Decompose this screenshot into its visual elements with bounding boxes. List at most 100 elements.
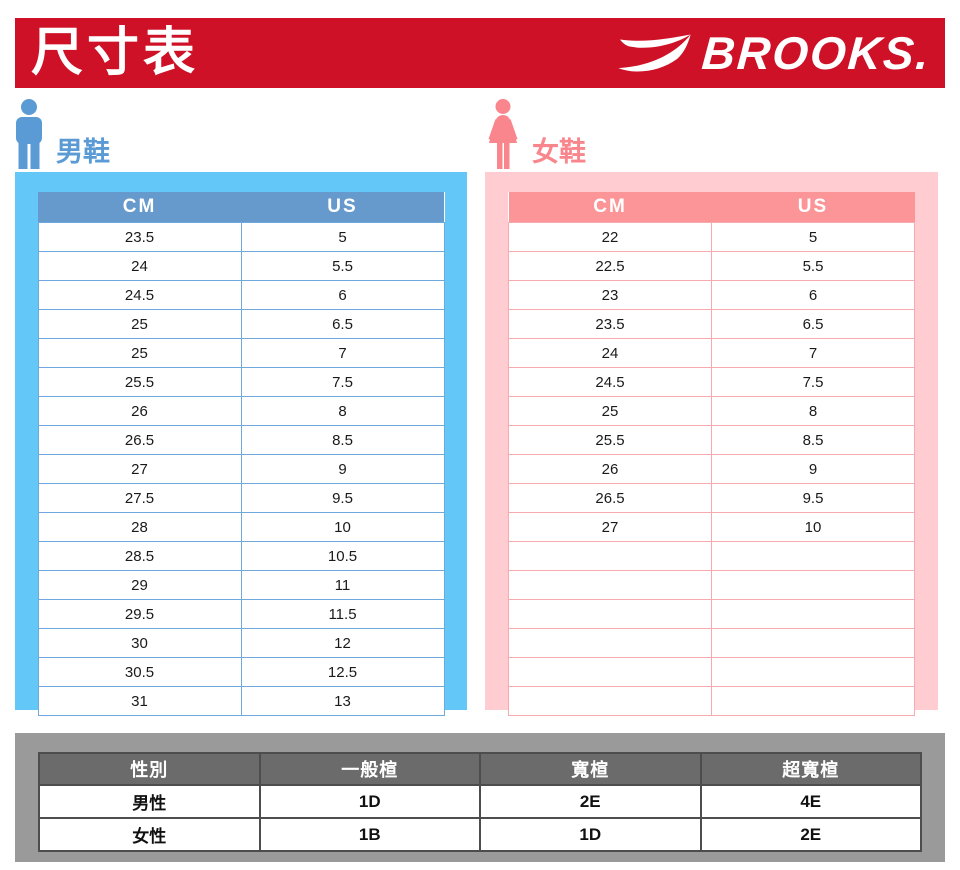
width-col-extra-wide: 超寬楦 bbox=[699, 752, 922, 786]
table-cell: 5 bbox=[240, 222, 445, 252]
table-row: 31 13 bbox=[37, 686, 445, 716]
table-cell: 24.5 bbox=[508, 367, 712, 397]
table-cell: 7.5 bbox=[240, 367, 445, 397]
women-size-panel: CM US 22 5 22.5 5.5 23 6 23.5 6.5 24 7 24.5 7.5 25 8 2… bbox=[485, 172, 938, 716]
men-section-label: 男鞋 bbox=[8, 98, 110, 170]
table-cell: 26 bbox=[37, 396, 242, 426]
table-cell: 2E bbox=[479, 784, 702, 819]
table-row bbox=[508, 657, 915, 687]
table-row bbox=[508, 686, 915, 716]
table-cell: 22 bbox=[508, 222, 712, 252]
table-cell: 9.5 bbox=[711, 483, 915, 513]
table-cell: 8.5 bbox=[240, 425, 445, 455]
men-col-header-us: US bbox=[241, 192, 444, 223]
width-col-wide: 寬楦 bbox=[479, 752, 702, 786]
table-cell bbox=[508, 541, 712, 571]
table-cell bbox=[711, 599, 915, 629]
table-cell bbox=[508, 686, 712, 716]
table-cell: 男性 bbox=[38, 784, 261, 819]
table-cell: 6 bbox=[711, 280, 915, 310]
table-cell: 11 bbox=[240, 570, 445, 600]
table-cell: 24.5 bbox=[37, 280, 242, 310]
table-cell bbox=[711, 686, 915, 716]
header-banner: 尺寸表 BROOKS. bbox=[15, 18, 945, 88]
men-size-table: CM US 23.5 5 24 5.5 24.5 6 25 6.5 25 7 25.5 7.5 26 8 2… bbox=[37, 192, 445, 716]
table-row: 29.5 11.5 bbox=[37, 599, 445, 629]
female-icon bbox=[488, 99, 518, 169]
table-cell: 10 bbox=[711, 512, 915, 542]
table-cell: 9 bbox=[240, 454, 445, 484]
table-cell: 13 bbox=[240, 686, 445, 716]
table-cell: 7.5 bbox=[711, 367, 915, 397]
table-cell: 29 bbox=[37, 570, 242, 600]
table-row: 22.5 5.5 bbox=[508, 251, 915, 281]
table-row: 22 5 bbox=[508, 222, 915, 252]
men-size-panel: CM US 23.5 5 24 5.5 24.5 6 25 6.5 25 7 25.5 7.5 26 8 2… bbox=[15, 172, 467, 716]
table-cell: 9 bbox=[711, 454, 915, 484]
width-col-regular: 一般楦 bbox=[258, 752, 481, 786]
table-row: 23 6 bbox=[508, 280, 915, 310]
table-cell: 7 bbox=[240, 338, 445, 368]
table-cell: 2E bbox=[699, 817, 922, 852]
table-cell: 8.5 bbox=[711, 425, 915, 455]
table-cell bbox=[508, 599, 712, 629]
table-cell bbox=[711, 657, 915, 687]
table-cell: 27 bbox=[37, 454, 242, 484]
table-cell: 29.5 bbox=[37, 599, 242, 629]
table-row: 25 8 bbox=[508, 396, 915, 426]
table-cell: 24 bbox=[37, 251, 242, 281]
table-cell: 6.5 bbox=[240, 309, 445, 339]
table-row: 23.5 6.5 bbox=[508, 309, 915, 339]
table-row: 26.5 9.5 bbox=[508, 483, 915, 513]
table-row bbox=[508, 570, 915, 600]
women-col-header-cm: CM bbox=[508, 192, 712, 223]
width-table: 性別 一般楦 寬楦 超寬楦 男性 1D 2E 4E 女性 1B 1D 2E bbox=[38, 752, 922, 852]
table-row bbox=[508, 628, 915, 658]
table-row: 28 10 bbox=[37, 512, 445, 542]
table-cell: 11.5 bbox=[240, 599, 445, 629]
table-cell bbox=[508, 657, 712, 687]
table-cell: 10 bbox=[240, 512, 445, 542]
table-cell: 4E bbox=[699, 784, 922, 819]
table-cell: 1B bbox=[258, 817, 481, 852]
table-cell: 25 bbox=[37, 309, 242, 339]
table-cell: 22.5 bbox=[508, 251, 712, 281]
table-cell: 9.5 bbox=[240, 483, 445, 513]
table-row: 24.5 6 bbox=[37, 280, 445, 310]
table-row: 26 8 bbox=[37, 396, 445, 426]
table-cell: 25.5 bbox=[508, 425, 712, 455]
table-cell: 23 bbox=[508, 280, 712, 310]
table-cell bbox=[711, 628, 915, 658]
table-row: 女性 1B 1D 2E bbox=[38, 817, 922, 852]
table-cell: 27.5 bbox=[37, 483, 242, 513]
width-table-panel: 性別 一般楦 寬楦 超寬楦 男性 1D 2E 4E 女性 1B 1D 2E bbox=[15, 733, 945, 862]
table-cell: 8 bbox=[711, 396, 915, 426]
table-cell: 1D bbox=[479, 817, 702, 852]
table-row: 25.5 8.5 bbox=[508, 425, 915, 455]
table-row: 24.5 7.5 bbox=[508, 367, 915, 397]
table-row: 30 12 bbox=[37, 628, 445, 658]
table-cell: 6.5 bbox=[711, 309, 915, 339]
table-row: 27 9 bbox=[37, 454, 445, 484]
table-row: 24 5.5 bbox=[37, 251, 445, 281]
table-cell bbox=[711, 541, 915, 571]
table-cell: 23.5 bbox=[37, 222, 242, 252]
table-cell: 26 bbox=[508, 454, 712, 484]
table-cell: 12.5 bbox=[240, 657, 445, 687]
table-cell: 1D bbox=[258, 784, 481, 819]
women-label-text: 女鞋 bbox=[532, 137, 586, 167]
table-row: 24 7 bbox=[508, 338, 915, 368]
brooks-logo: BROOKS. bbox=[610, 18, 933, 88]
brand-name: BROOKS. bbox=[700, 27, 933, 79]
table-cell bbox=[508, 628, 712, 658]
table-row bbox=[508, 541, 915, 571]
table-cell: 8 bbox=[240, 396, 445, 426]
table-row: 27 10 bbox=[508, 512, 915, 542]
table-cell: 28 bbox=[37, 512, 242, 542]
women-table-header-row: CM US bbox=[508, 192, 915, 223]
table-row: 25 7 bbox=[37, 338, 445, 368]
brooks-swoosh-icon bbox=[618, 34, 691, 72]
table-row: 28.5 10.5 bbox=[37, 541, 445, 571]
table-row: 27.5 9.5 bbox=[37, 483, 445, 513]
